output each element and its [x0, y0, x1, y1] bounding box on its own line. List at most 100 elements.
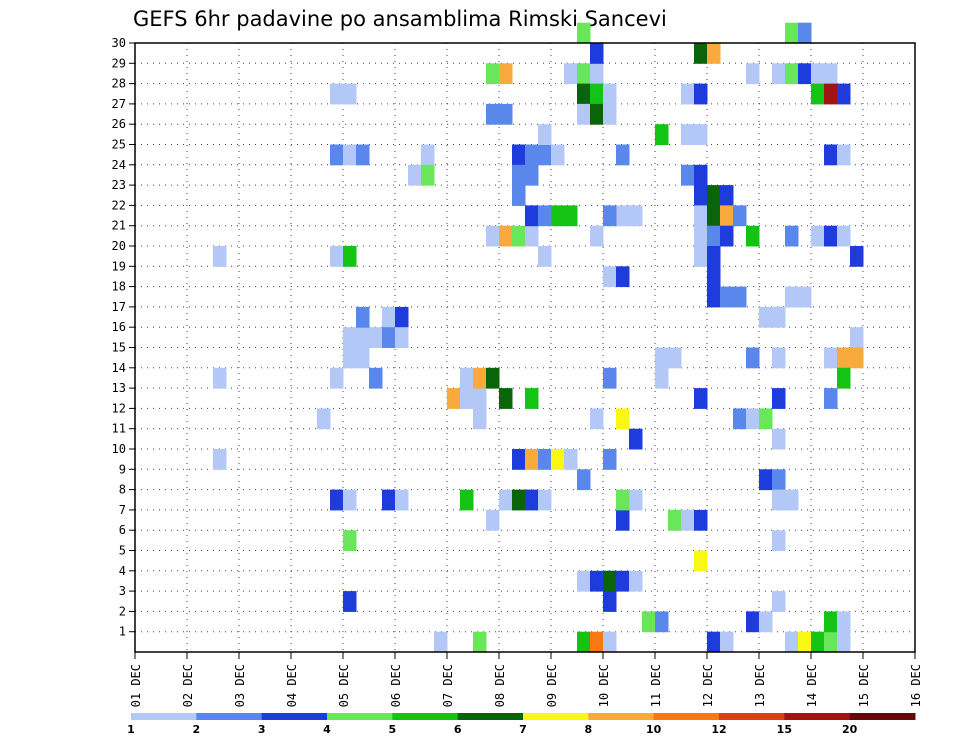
grid-lines — [134, 42, 916, 652]
data-cell — [694, 124, 708, 145]
data-cell — [538, 144, 552, 166]
data-cell — [681, 83, 695, 105]
data-cell — [590, 408, 604, 430]
data-cell — [330, 246, 344, 267]
y-tick-label: 20 — [112, 239, 126, 253]
colorbar-label: 4 — [323, 723, 331, 736]
data-cell — [837, 347, 851, 369]
data-cell — [785, 225, 799, 247]
data-cell — [538, 449, 552, 470]
data-cell — [369, 367, 383, 389]
colorbar-label: 20 — [842, 723, 858, 736]
data-cell — [356, 327, 370, 348]
x-tick-label: 01 DEC — [129, 664, 143, 707]
data-cell — [590, 63, 604, 85]
data-cell — [564, 449, 578, 470]
data-cell — [772, 306, 786, 328]
data-cell — [577, 570, 591, 592]
x-tick-label: 05 DEC — [337, 664, 351, 707]
data-cell — [330, 489, 344, 511]
data-cell — [616, 266, 630, 288]
data-cell — [694, 550, 708, 572]
colorbar-swatch — [392, 713, 459, 720]
data-cell — [525, 164, 539, 186]
colorbar-label: 1 — [127, 723, 135, 736]
y-tick-label: 22 — [112, 198, 126, 212]
y-tick-label: 29 — [112, 56, 126, 70]
data-cell — [499, 225, 513, 247]
data-cell — [590, 225, 604, 247]
data-cell — [512, 225, 526, 247]
data-cell — [603, 83, 617, 105]
y-tick-label: 4 — [119, 564, 126, 578]
data-cell — [473, 408, 487, 430]
data-cell — [681, 124, 695, 145]
data-cell — [837, 83, 851, 105]
y-tick-label: 14 — [112, 361, 126, 375]
colorbar-swatch — [131, 713, 197, 720]
colorbar-label: 2 — [193, 723, 201, 736]
data-cell — [629, 570, 643, 592]
data-cell — [824, 611, 838, 633]
data-cell — [356, 306, 370, 328]
x-tick-label: 11 DEC — [649, 664, 663, 707]
x-tick-label: 07 DEC — [441, 664, 455, 707]
data-cell — [720, 631, 734, 653]
data-cell — [343, 347, 357, 369]
colorbar-label: 15 — [777, 723, 792, 736]
data-cell — [746, 225, 760, 247]
data-cell — [577, 103, 591, 125]
data-cell — [772, 388, 786, 409]
data-cell — [473, 631, 487, 653]
data-cell — [356, 347, 370, 369]
data-cell — [694, 225, 708, 247]
data-cell — [837, 611, 851, 633]
y-tick-label: 13 — [112, 381, 126, 395]
y-tick-label: 9 — [119, 462, 126, 476]
colorbar-swatch — [784, 713, 851, 720]
data-cell — [720, 185, 734, 206]
data-cell — [460, 367, 474, 389]
data-cell — [772, 347, 786, 369]
data-cell — [369, 327, 383, 348]
y-tick-label: 5 — [119, 544, 126, 558]
x-tick-label: 14 DEC — [805, 664, 819, 707]
y-tick-label: 8 — [119, 483, 126, 497]
y-tick-label: 18 — [112, 280, 126, 294]
colorbar-swatch — [261, 713, 328, 720]
data-cell — [395, 327, 409, 348]
data-cell — [707, 266, 721, 288]
data-cell — [655, 367, 669, 389]
data-cell — [707, 43, 721, 64]
data-cell — [811, 225, 825, 247]
data-cell — [343, 144, 357, 166]
data-cell — [512, 449, 526, 470]
data-cell — [733, 205, 747, 227]
data-cell — [616, 509, 630, 531]
data-cell — [772, 530, 786, 551]
colorbar-swatch — [588, 713, 655, 720]
x-tick-label: 06 DEC — [389, 664, 403, 707]
data-cell — [785, 63, 799, 85]
data-cell — [798, 22, 812, 44]
colorbar-label: 6 — [454, 723, 462, 736]
colorbar-swatch — [196, 713, 263, 720]
data-cell — [330, 144, 344, 166]
data-cell — [616, 144, 630, 166]
x-tick-label: 08 DEC — [493, 664, 507, 707]
y-tick-label: 6 — [119, 523, 126, 537]
x-tick-label: 10 DEC — [597, 664, 611, 707]
data-cell — [668, 509, 682, 531]
data-cell — [837, 144, 851, 166]
data-cell — [707, 225, 721, 247]
data-cell — [590, 103, 604, 125]
y-tick-label: 19 — [112, 259, 126, 273]
data-cell — [694, 185, 708, 206]
data-cell — [694, 43, 708, 64]
data-cell — [603, 103, 617, 125]
data-cell — [655, 347, 669, 369]
data-cell — [382, 489, 396, 511]
data-cell — [564, 205, 578, 227]
data-cell — [512, 185, 526, 206]
data-cell — [694, 205, 708, 227]
